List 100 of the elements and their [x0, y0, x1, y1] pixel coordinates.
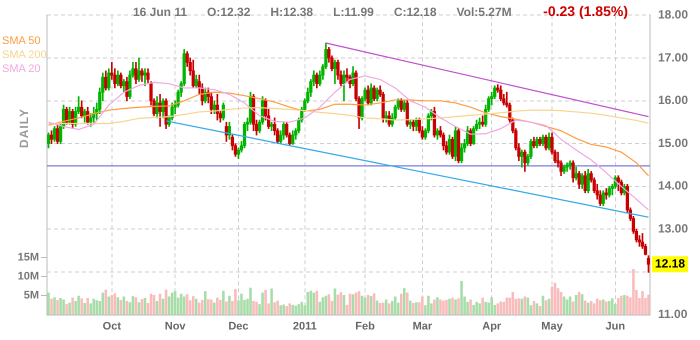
bar [56, 300, 59, 315]
bar [108, 296, 110, 315]
bar [68, 302, 71, 315]
bar [592, 303, 596, 315]
bar [92, 298, 96, 315]
bar [536, 303, 538, 315]
bar [436, 297, 439, 315]
bar [358, 291, 360, 315]
bar [394, 296, 397, 315]
annotation: Vol:5.27M [456, 5, 512, 19]
bar [506, 298, 508, 315]
bar [264, 290, 267, 315]
annotation: L:11.99 [333, 5, 374, 19]
bar [340, 292, 342, 315]
bar [316, 290, 318, 315]
y2-axis-title: DAILY [17, 108, 31, 148]
bar [110, 294, 114, 315]
bar [490, 297, 493, 315]
bar [291, 304, 294, 315]
bar [328, 294, 330, 315]
bar [312, 292, 316, 315]
bar [454, 300, 457, 315]
bar [134, 297, 138, 315]
bar [578, 292, 580, 315]
y2-tick-label: 5M [24, 290, 39, 302]
bar [234, 288, 237, 315]
bar [439, 300, 442, 315]
bar [472, 304, 475, 315]
bar [164, 290, 168, 315]
bar [285, 306, 288, 315]
bar [306, 292, 310, 315]
bar [207, 299, 210, 315]
bar [502, 302, 506, 315]
bar [282, 304, 285, 315]
bar [342, 294, 346, 315]
bar [382, 302, 384, 315]
bar [421, 296, 424, 315]
bar [62, 300, 65, 315]
bar [225, 301, 228, 315]
bar [126, 301, 128, 315]
bar [186, 294, 188, 315]
bar [53, 297, 56, 315]
bar [150, 294, 152, 315]
y-tick-label: 14.00 [658, 178, 688, 193]
bar [95, 300, 98, 315]
bar [89, 303, 92, 315]
bar [300, 302, 304, 315]
bar [406, 292, 409, 315]
x-tick-label: May [541, 320, 564, 332]
bar [520, 298, 524, 315]
y-tick-label: 13.00 [658, 222, 688, 236]
bar [378, 302, 382, 315]
bar [200, 300, 204, 315]
bar [114, 293, 116, 315]
bar [194, 298, 198, 315]
bar [484, 302, 487, 315]
bar [496, 303, 500, 315]
bar [71, 298, 74, 315]
annotation: 12.18 [655, 256, 686, 271]
x-tick-label: Nov [164, 320, 186, 332]
x-tick-label: 2011 [292, 320, 317, 332]
bar [240, 294, 243, 315]
bar [584, 300, 586, 315]
bar [568, 296, 572, 315]
bar [412, 302, 415, 315]
candlestick [143, 68, 147, 86]
y-tick-label: 16.00 [658, 93, 688, 108]
bar [572, 301, 574, 315]
bar [364, 298, 366, 315]
bar [384, 300, 388, 315]
bar [152, 294, 156, 315]
bar [288, 303, 291, 315]
bar [219, 300, 222, 315]
bar [590, 301, 592, 315]
bar [554, 282, 556, 315]
bar [116, 297, 120, 315]
bar [602, 300, 605, 315]
bar [388, 303, 390, 315]
bar [310, 290, 312, 315]
bar [460, 280, 463, 315]
bar [222, 290, 225, 315]
bar [297, 304, 300, 315]
bar [548, 298, 550, 315]
bar [162, 298, 164, 315]
bar [120, 300, 122, 315]
bar [596, 298, 599, 315]
bar [574, 294, 578, 315]
bar [542, 296, 544, 315]
bar [605, 301, 608, 315]
bar [213, 302, 216, 315]
bar [294, 306, 298, 315]
bar [550, 286, 554, 315]
bar [566, 300, 568, 315]
bar [370, 296, 372, 315]
bar [174, 291, 176, 315]
bar [475, 302, 478, 315]
bar [144, 298, 146, 315]
bar [457, 298, 460, 315]
bar [132, 296, 134, 315]
bar [402, 288, 406, 315]
